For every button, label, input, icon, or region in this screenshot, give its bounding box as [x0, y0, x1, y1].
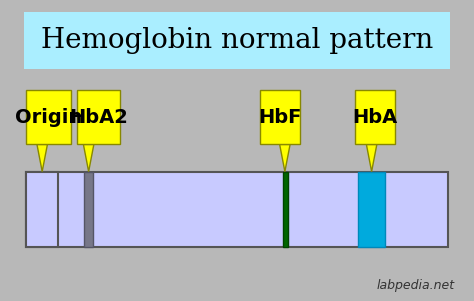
Polygon shape [366, 144, 377, 172]
FancyBboxPatch shape [358, 172, 385, 247]
FancyBboxPatch shape [77, 90, 120, 144]
Text: Hemoglobin normal pattern: Hemoglobin normal pattern [41, 27, 433, 54]
FancyBboxPatch shape [283, 172, 288, 247]
Text: HbF: HbF [258, 108, 301, 127]
FancyBboxPatch shape [24, 12, 450, 69]
Text: labpedia.net: labpedia.net [377, 279, 455, 292]
Text: HbA2: HbA2 [69, 108, 128, 127]
Polygon shape [280, 144, 290, 172]
FancyBboxPatch shape [355, 90, 395, 144]
FancyBboxPatch shape [26, 172, 448, 247]
FancyBboxPatch shape [84, 172, 93, 247]
Text: HbA: HbA [352, 108, 397, 127]
FancyBboxPatch shape [26, 90, 71, 144]
FancyBboxPatch shape [26, 172, 58, 247]
Text: Origin: Origin [15, 108, 82, 127]
FancyBboxPatch shape [260, 90, 300, 144]
Polygon shape [83, 144, 94, 172]
Polygon shape [37, 144, 47, 172]
